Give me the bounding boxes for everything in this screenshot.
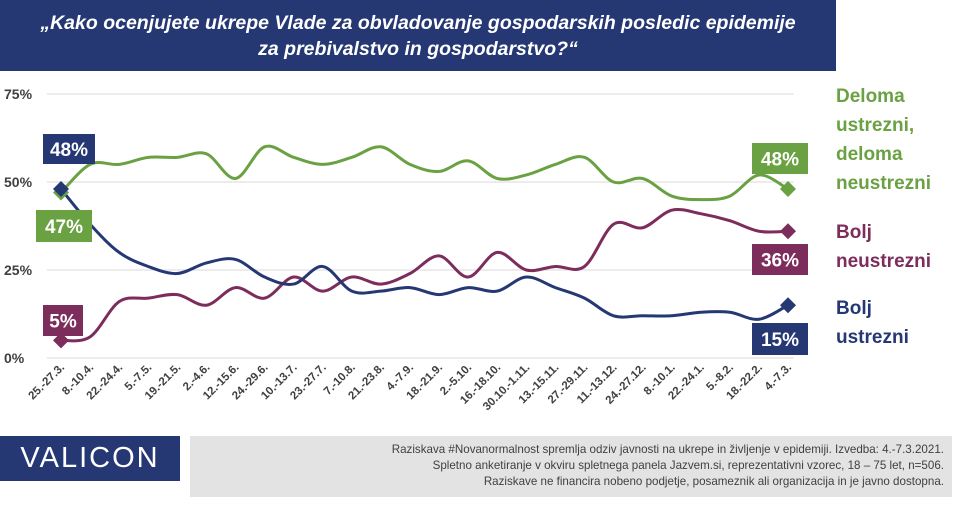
y-tick-label: 75%	[4, 86, 33, 102]
data-label: 15%	[752, 323, 808, 355]
title-banner: „Kako ocenjujete ukrepe Vlade za obvlado…	[0, 0, 836, 71]
data-label-box	[752, 143, 808, 174]
series-line-bolj-neustrezni	[60, 207, 789, 343]
data-label-box	[752, 244, 808, 275]
x-axis-ticks: 25.-27.3.8.-10.4.22.-24.4.5.-7.5.19.-21.…	[27, 362, 795, 413]
x-tick-label: 4.-7.3.	[763, 362, 795, 394]
data-labels: 48% 47% 5% 48% 36% 15%	[36, 134, 808, 355]
footnote-line: Raziskava #Novanormalnost spremlja odziv…	[391, 443, 944, 456]
end-marker	[780, 223, 796, 240]
footnote-line: Spletno anketiranje v okviru spletnega p…	[432, 459, 944, 472]
chart-title: „Kako ocenjujete ukrepe Vlade za obvlado…	[40, 11, 796, 60]
data-label-text: 48%	[761, 150, 799, 171]
series-line-deloma	[59, 144, 789, 202]
data-label-box	[36, 210, 92, 242]
y-tick-label: 25%	[4, 262, 33, 278]
x-tick-label: 25.-27.3.	[27, 362, 68, 403]
footnote-box: Raziskava #Novanormalnost spremlja odziv…	[190, 436, 952, 497]
series-lines	[53, 144, 796, 349]
footnote-line: Raziskave ne financira nobeno podjetje, …	[483, 475, 944, 488]
y-axis-ticks: 0% 25% 50% 75%	[4, 86, 33, 366]
grid-lines	[47, 93, 794, 359]
legend-label-bolj-ustrezni: Bolj ustrezni	[836, 298, 909, 348]
data-label: 5%	[43, 305, 83, 336]
end-marker	[53, 181, 69, 198]
valicon-logo: VALICON	[0, 436, 180, 481]
legend-label-deloma: Deloma ustrezni, deloma neustrezni	[836, 86, 932, 194]
legend-label-bolj-neustrezni: Bolj neustrezni	[836, 222, 932, 272]
data-label: 48%	[43, 134, 95, 164]
data-label-box	[43, 305, 83, 336]
data-label: 47%	[36, 210, 92, 242]
y-tick-label: 50%	[4, 174, 33, 190]
data-label-box	[43, 134, 95, 164]
y-tick-label: 0%	[4, 350, 25, 366]
series-line-bolj-ustrezni	[59, 188, 789, 321]
data-label-text: 36%	[761, 251, 799, 272]
data-label-text: 47%	[45, 217, 83, 238]
data-label-text: 48%	[50, 140, 88, 161]
end-marker	[53, 332, 69, 349]
data-label-box	[752, 323, 808, 355]
logo-text: VALICON	[20, 442, 160, 474]
line-chart: 0% 25% 50% 75% 25.-27.3.8.-10.4.22.-24.4.5.…	[4, 86, 808, 413]
data-label-text: 15%	[761, 330, 799, 351]
data-label-text: 5%	[49, 312, 77, 333]
end-marker	[780, 181, 796, 198]
end-marker	[780, 297, 796, 314]
data-label: 48%	[752, 143, 808, 174]
data-label: 36%	[752, 244, 808, 275]
